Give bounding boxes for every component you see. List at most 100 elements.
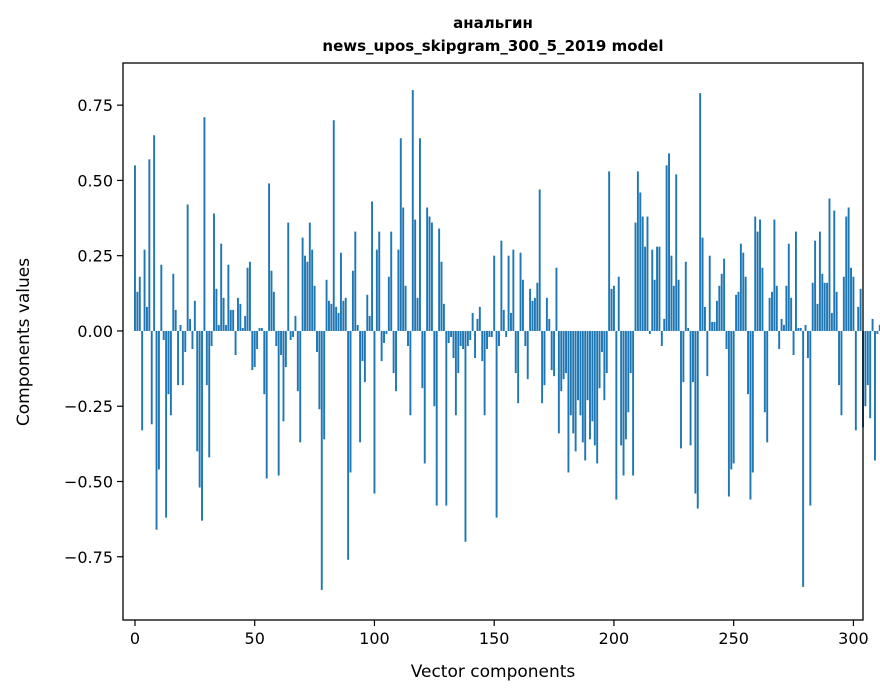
bar — [328, 300, 330, 331]
bar — [366, 294, 369, 331]
x-tick-label: 250 — [718, 629, 749, 648]
bar — [790, 297, 793, 331]
bar — [332, 120, 335, 331]
bar — [385, 330, 388, 334]
bar — [246, 267, 249, 331]
bar — [854, 330, 857, 431]
bar — [284, 330, 287, 368]
bar — [847, 207, 850, 331]
bar — [610, 288, 613, 331]
bar — [783, 324, 785, 331]
bar — [581, 330, 584, 443]
bar — [258, 327, 261, 331]
bar — [526, 330, 529, 380]
bar — [521, 279, 524, 331]
bar — [658, 246, 661, 331]
bar — [162, 330, 165, 340]
bar — [351, 270, 354, 331]
bar — [232, 309, 235, 331]
bar — [222, 297, 225, 331]
bar — [404, 285, 407, 331]
bar — [263, 330, 266, 395]
bar — [636, 171, 639, 331]
bar — [627, 330, 630, 413]
bar — [507, 255, 510, 331]
bar — [538, 189, 541, 331]
bar — [270, 270, 273, 331]
bar — [500, 240, 503, 331]
bar — [227, 264, 230, 331]
bar — [665, 165, 668, 331]
bar — [660, 330, 663, 347]
bar — [186, 204, 189, 331]
bar — [730, 330, 733, 470]
bar — [428, 216, 431, 331]
bar — [167, 330, 170, 395]
bar — [241, 327, 244, 331]
bar — [426, 207, 429, 331]
bar — [347, 330, 350, 560]
bar — [442, 303, 445, 331]
bar — [689, 330, 692, 446]
bar — [181, 330, 184, 386]
bar — [510, 312, 512, 331]
bar — [804, 324, 807, 331]
bar — [720, 273, 723, 331]
x-tick-label: 50 — [245, 629, 265, 648]
bar — [699, 93, 702, 331]
bar — [208, 330, 211, 458]
bar — [325, 279, 328, 331]
bar — [299, 330, 302, 443]
bar — [725, 330, 728, 350]
bar — [505, 330, 508, 337]
bar — [821, 273, 824, 331]
bar — [596, 330, 599, 464]
bar — [802, 330, 805, 587]
bar — [557, 330, 560, 434]
bar — [644, 246, 647, 331]
bar — [771, 291, 773, 331]
bar — [732, 330, 735, 464]
x-tick-label: 150 — [479, 629, 510, 648]
bar — [797, 327, 800, 331]
bar — [155, 330, 158, 530]
bar — [553, 330, 556, 377]
bar — [248, 261, 251, 331]
bar — [601, 330, 603, 353]
bar — [414, 219, 417, 331]
bar — [560, 330, 563, 392]
bar — [430, 222, 433, 331]
bar — [809, 330, 812, 506]
bar — [407, 330, 409, 347]
bar — [438, 228, 441, 331]
bar — [519, 252, 522, 331]
bar — [196, 330, 199, 452]
bar — [591, 330, 594, 422]
bar — [311, 249, 314, 331]
bar — [486, 330, 488, 350]
bar — [517, 330, 520, 404]
bar — [756, 231, 759, 331]
bar — [498, 330, 500, 347]
bar — [514, 330, 517, 374]
bar — [368, 315, 371, 331]
bar — [342, 300, 345, 331]
bar — [466, 330, 469, 347]
bar — [177, 330, 180, 386]
bar — [495, 330, 498, 518]
bar — [706, 330, 709, 377]
bar — [481, 330, 484, 362]
bar — [612, 285, 615, 331]
bar — [313, 285, 316, 331]
bar — [830, 312, 833, 331]
bar — [878, 324, 880, 331]
bar — [668, 153, 670, 331]
bar — [251, 330, 254, 371]
bar — [354, 231, 357, 331]
bar — [562, 330, 565, 380]
bar — [148, 159, 151, 331]
bar — [383, 330, 385, 343]
bar — [416, 297, 419, 331]
bar — [287, 222, 290, 331]
bar — [375, 249, 378, 331]
